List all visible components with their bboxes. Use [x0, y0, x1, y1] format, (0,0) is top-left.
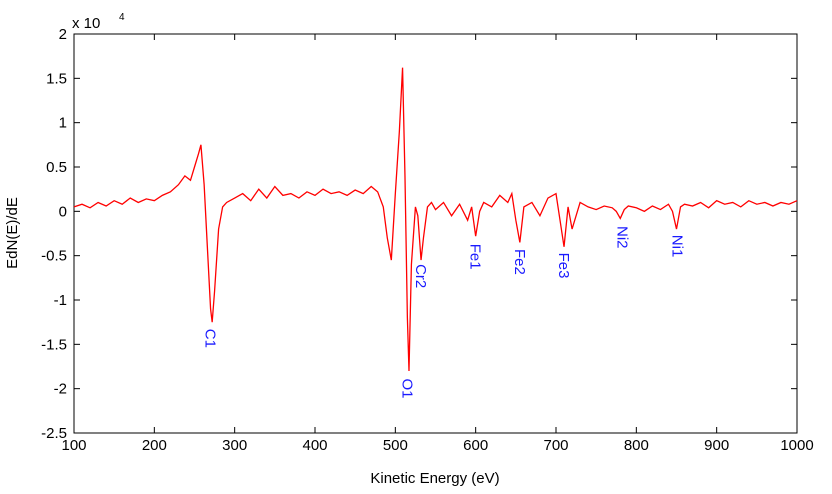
- x-tick-label: 1000: [780, 437, 813, 454]
- series-line: [73, 67, 798, 371]
- y-exponent-label: x 10: [72, 15, 100, 32]
- x-tick-label: 600: [463, 437, 488, 454]
- x-tick-label: 300: [222, 437, 247, 454]
- y-exponent-power: 4: [119, 12, 125, 23]
- peak-label-ni1: Ni1: [668, 235, 685, 258]
- y-tick-label: -1.5: [41, 336, 67, 353]
- peak-label-o1: O1: [398, 379, 415, 399]
- y-tick-label: -1: [54, 292, 67, 309]
- x-tick-label: 500: [383, 437, 408, 454]
- x-axis-ticks: 100 200 300 400 500 600 700 800 900 1000: [61, 34, 814, 454]
- y-tick-label: -0.5: [41, 248, 67, 265]
- y-exponent-base: x 10: [72, 15, 100, 32]
- y-axis-label: EdN(E)/dE: [4, 197, 21, 269]
- y-axis-ticks: -2.5 -2 -1.5 -1 -0.5 0 0.5 1 1.5 2: [41, 26, 797, 442]
- y-tick-label: 2: [59, 26, 67, 43]
- y-tick-label: -2.5: [41, 425, 67, 442]
- peak-label-ni2: Ni2: [614, 226, 631, 249]
- x-axis-label: Kinetic Energy (eV): [370, 470, 499, 487]
- y-tick-label: -2: [54, 381, 67, 398]
- plot-area: [73, 33, 798, 434]
- peak-label-c1: C1: [202, 329, 219, 348]
- y-tick-label: 0.5: [46, 159, 67, 176]
- peak-annotations: C1 O1 Cr2 Fe1 Fe2 Fe3 Ni2 Ni1: [202, 226, 686, 399]
- x-tick-label: 400: [302, 437, 327, 454]
- peak-label-fe1: Fe1: [467, 244, 484, 270]
- x-tick-label: 100: [61, 437, 86, 454]
- x-tick-label: 800: [624, 437, 649, 454]
- x-tick-label: 200: [142, 437, 167, 454]
- y-tick-label: 1: [59, 115, 67, 132]
- x-tick-label: 900: [704, 437, 729, 454]
- peak-label-fe3: Fe3: [555, 253, 572, 279]
- y-tick-label: 0: [59, 203, 67, 220]
- peak-label-cr2: Cr2: [412, 264, 429, 288]
- peak-label-fe2: Fe2: [511, 249, 528, 275]
- x-tick-label: 700: [543, 437, 568, 454]
- y-tick-label: 1.5: [46, 70, 67, 87]
